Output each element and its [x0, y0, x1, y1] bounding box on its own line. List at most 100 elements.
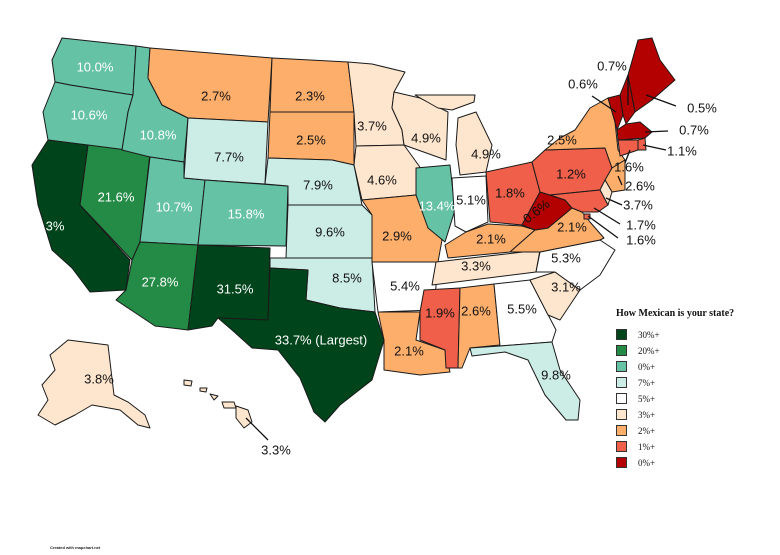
legend: How Mexican is your state? 30%+ 20%+ 0%+ 7%…	[616, 308, 734, 471]
leader-dc	[587, 215, 619, 239]
legend-label: 2%+	[638, 425, 656, 436]
leader-ri	[642, 144, 667, 151]
state-sc[interactable]	[529, 271, 581, 321]
legend-label: 5%+	[638, 393, 656, 404]
state-label-nm: 31.5%	[217, 281, 254, 296]
state-label-nc: 5.3%	[551, 250, 581, 265]
state-label-sc: 3.1%	[551, 279, 581, 294]
state-label-ny: 2.5%	[547, 132, 577, 147]
legend-item: 0%+	[616, 455, 734, 470]
state-me[interactable]	[627, 37, 676, 113]
legend-swatch	[616, 361, 627, 372]
state-label-ga: 5.5%	[507, 301, 537, 316]
state-label-de: 3.7%	[623, 197, 653, 212]
state-label-ok: 8.5%	[332, 270, 362, 285]
state-ga[interactable]	[493, 279, 557, 347]
legend-swatch	[616, 441, 627, 452]
state-label-dc: 1.6%	[626, 232, 656, 247]
legend-swatch	[616, 377, 627, 388]
state-label-fl: 9.8%	[541, 367, 571, 382]
state-in[interactable]	[451, 175, 489, 233]
state-label-sd: 2.5%	[296, 132, 326, 147]
state-label-pa: 1.2%	[556, 166, 586, 181]
legend-swatch	[616, 329, 627, 340]
state-md[interactable]	[549, 189, 609, 213]
state-label-in: 5.1%	[456, 192, 486, 207]
state-hi[interactable]	[183, 379, 253, 429]
state-ak[interactable]	[37, 339, 151, 429]
state-label-az: 27.8%	[142, 274, 179, 289]
state-label-mt: 2.7%	[201, 88, 231, 103]
state-ma[interactable]	[616, 121, 653, 141]
state-label-ak: 3.8%	[84, 371, 114, 386]
state-label-nv: 21.6%	[98, 189, 135, 204]
legend-label: 20%+	[638, 345, 660, 356]
state-label-ks: 9.6%	[315, 224, 345, 239]
state-label-mi: 4.9%	[471, 146, 501, 161]
legend-swatch	[616, 457, 627, 468]
state-label-nh: 0.7%	[597, 58, 627, 73]
legend-item: 1%+	[616, 439, 734, 454]
legend-label: 30%+	[638, 329, 660, 340]
legend-title: How Mexican is your state?	[616, 308, 735, 319]
leader-me	[645, 94, 677, 107]
state-label-ut: 10.7%	[156, 199, 193, 214]
leader-ct	[624, 149, 631, 164]
state-label-la: 2.1%	[394, 343, 424, 358]
state-label-tx: 33.7% (Largest)	[275, 332, 368, 347]
legend-label: 3%+	[638, 409, 656, 420]
state-label-al: 2.6%	[461, 303, 491, 318]
state-label-ms: 1.9%	[425, 305, 455, 320]
state-ri[interactable]	[637, 137, 647, 151]
leader-vt	[591, 95, 617, 113]
state-la[interactable]	[377, 311, 451, 376]
state-vt[interactable]	[607, 94, 624, 131]
legend-swatch	[616, 345, 627, 356]
state-label-ne: 7.9%	[303, 177, 333, 192]
legend-label: 7%+	[638, 377, 656, 388]
state-fl[interactable]	[469, 341, 581, 421]
state-label-mo: 2.9%	[382, 228, 412, 243]
state-label-wi: 4.9%	[411, 130, 441, 145]
state-label-hi: 3.3%	[261, 442, 291, 457]
state-label-oh: 1.8%	[495, 185, 525, 200]
state-label-vt: 0.6%	[568, 76, 598, 91]
legend-item: 2%+	[616, 423, 734, 438]
state-dc[interactable]	[583, 213, 591, 220]
state-label-nd: 2.3%	[295, 88, 325, 103]
legend-item: 7%+	[616, 375, 734, 390]
legend-item: 0%+	[616, 359, 734, 374]
state-nj[interactable]	[604, 159, 626, 193]
state-il[interactable]	[415, 164, 456, 243]
legend-swatch	[616, 425, 627, 436]
legend-label: 0%+	[638, 361, 656, 372]
state-ct[interactable]	[617, 139, 639, 157]
state-label-wa: 10.0%	[77, 59, 114, 74]
state-label-va: 2.1%	[557, 219, 587, 234]
legend-item: 3%+	[616, 407, 734, 422]
legend-swatch	[616, 409, 627, 420]
state-label-ar: 5.4%	[390, 278, 420, 293]
state-label-tn: 3.3%	[461, 258, 491, 273]
state-label-ca: 32.3%	[28, 218, 65, 233]
legend-label: 0%+	[638, 457, 656, 468]
state-label-il: 13.4%	[419, 198, 456, 213]
state-tx[interactable]	[217, 267, 385, 423]
state-label-wy: 7.7%	[214, 149, 244, 164]
state-label-mn: 3.7%	[357, 118, 387, 133]
credit-text: Created with mapchart.net	[50, 545, 101, 550]
state-label-ma: 0.7%	[679, 122, 709, 137]
state-label-ri: 1.1%	[667, 143, 697, 158]
state-label-id: 10.8%	[140, 127, 177, 142]
leader-md	[593, 207, 621, 225]
state-label-nj: 2.6%	[625, 178, 655, 193]
legend-swatch	[616, 393, 627, 404]
legend-rows: 30%+ 20%+ 0%+ 7%+ 5%+ 3%+ 2%+ 1%+ 0%+	[616, 327, 734, 470]
state-label-co: 15.8%	[228, 206, 265, 221]
state-label-ct: 1.6%	[614, 159, 644, 174]
state-label-md: 1.7%	[626, 217, 656, 232]
leader-ma	[644, 130, 669, 133]
state-nd[interactable]	[269, 57, 355, 113]
legend-item: 30%+	[616, 327, 734, 342]
